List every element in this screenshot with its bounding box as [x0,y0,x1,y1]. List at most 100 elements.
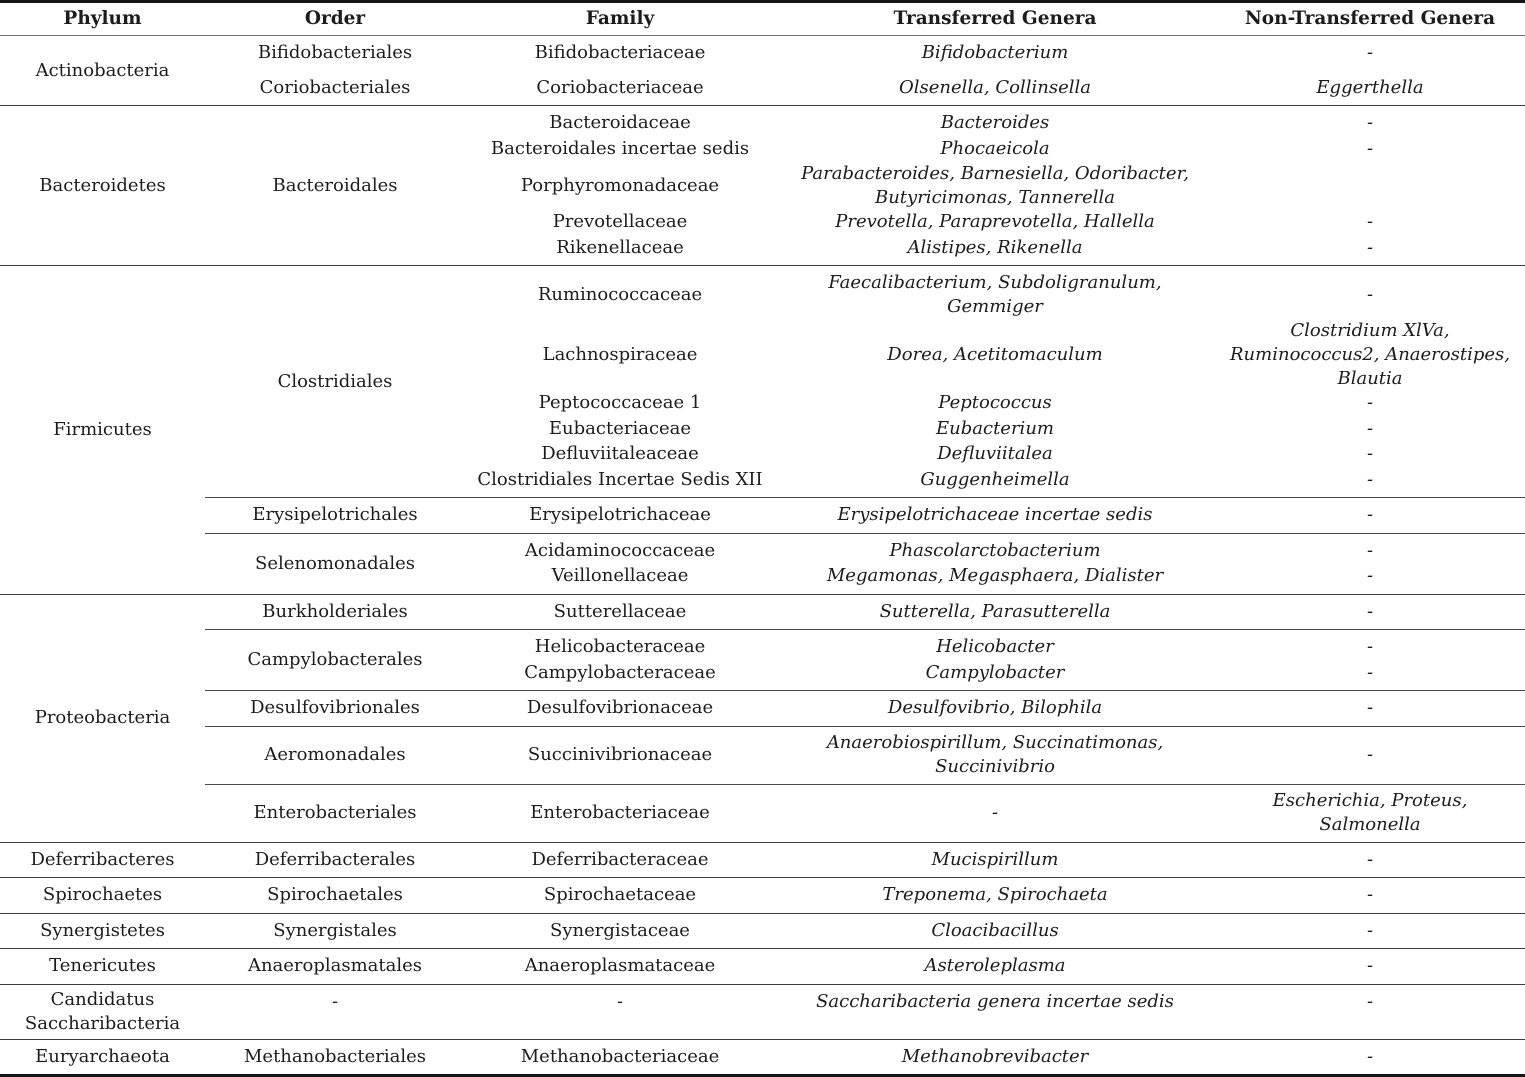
family-rows: Spirochaetaceae Treponema, Spirochaeta - [465,883,1525,909]
phylum-section: Bacteroidetes Bacteroidales Bacteroidaceae… [0,105,1525,265]
family-rows: Anaeroplasmataceae Asteroleplasma - [465,954,1525,980]
family-rows: Succinivibrionaceae Anaerobiospirillum, S… [465,731,1525,779]
table-row: Porphyromonadaceae Parabacteroides, Barne… [465,162,1525,210]
family-name: Helicobacteraceae [534,636,706,658]
phylum-name: Firmicutes [53,418,152,440]
family-name: Succinivibrionaceae [527,744,713,765]
transferred-genera: Mucispirillum [931,848,1059,870]
family-name: Bacteroidales incertae sedis [490,137,750,159]
transferred-genera: Methanobrevibacter [901,1045,1089,1067]
order-group: - - Saccharibacteria genera incertae sedis… [205,985,1525,1020]
table-row: Anaeroplasmataceae Asteroleplasma - [465,954,1525,980]
table-row: Clostridiales Incertae Sedis XII Guggenhe… [465,467,1525,493]
non-transferred-genera: - [1366,236,1374,258]
order-group: Erysipelotrichales Erysipelotrichaceae Ery… [205,497,1525,533]
family-rows: Erysipelotrichaceae Erysipelotrichaceae i… [465,503,1525,529]
transferred-genera: Sutterella, Parasutterella [879,600,1111,622]
phylum-section: Tenericutes Anaeroplasmatales Anaeroplasma… [0,948,1525,984]
transferred-genera: Erysipelotrichaceae incertae sedis [837,504,1153,526]
phylum-name: Deferribacteres [30,848,175,870]
phylum-section: Firmicutes Clostridiales Ruminococcaceae Fa… [0,265,1525,594]
order-name: Clostridiales [277,370,393,392]
non-transferred-genera: - [1366,884,1374,906]
transferred-genera: Parabacteroides, Barnesiella, Odoribacte… [801,162,1189,208]
family-name: Ruminococcaceae [537,283,703,305]
family-rows: Enterobacteriaceae - Escherichia, Proteus,… [465,789,1525,837]
family-name: Campylobacteraceae [524,661,716,683]
order-group: Anaeroplasmatales Anaeroplasmataceae Aster… [205,949,1525,984]
transferred-genera: Peptococcus [938,392,1052,414]
phylum-section: Actinobacteria Bifidobacteriales Bifidobac… [0,36,1525,105]
family-name: Spirochaetaceae [543,884,697,906]
non-transferred-genera: - [1366,600,1374,622]
table-row: Synergistaceae Cloacibacillus - [465,918,1525,944]
order-name: Spirochaetales [267,884,403,906]
non-transferred-genera: - [1366,955,1374,977]
table-row: - Saccharibacteria genera incertae sedis - [465,989,1525,1015]
order-name: Enterobacteriales [253,802,417,823]
transferred-genera: Asteroleplasma [924,955,1066,977]
table-row: Bifidobacteriaceae Bifidobacterium - [465,41,1525,67]
non-transferred-genera: - [1366,417,1374,439]
family-name: Anaeroplasmataceae [524,955,716,977]
non-transferred-genera: - [1366,392,1374,414]
table-row: Rikenellaceae Alistipes, Rikenella - [465,235,1525,261]
non-transferred-genera: - [1366,636,1374,658]
order-name: Selenomonadales [255,552,415,574]
transferred-genera: Bifidobacterium [921,42,1069,64]
phylum-name: Synergistetes [40,919,165,941]
non-transferred-genera: - [1366,504,1374,526]
table-row: Acidaminococcaceae Phascolarctobacterium - [465,538,1525,564]
non-transferred-genera: - [1366,661,1374,683]
order-name: Deferribacterales [254,848,416,870]
phylum-section-body: Synergistales Synergistaceae Cloacibacillu… [205,914,1525,949]
phylum-section-body: Burkholderiales Sutterellaceae Sutterella,… [205,595,1525,842]
family-name: Acidaminococcaceae [524,539,716,561]
order-name: Coriobacteriales [259,76,411,98]
transferred-genera: Anaerobiospirillum, Succinatimonas, Succ… [826,732,1164,777]
family-name: Desulfovibrionaceae [526,697,714,719]
order-name: Anaeroplasmatales [247,955,423,977]
family-name: Synergistaceae [550,919,690,941]
family-name: Clostridiales Incertae Sedis XII [477,468,763,490]
phylum-section-body: - - Saccharibacteria genera incertae sedis… [205,985,1525,1039]
phylum-section: Deferribacteres Deferribacterales Deferrib… [0,841,1525,878]
phylum-name: Candidatus Saccharibacteria [24,988,181,1034]
order-group: Aeromonadales Succinivibrionaceae Anaerobi… [205,725,1525,784]
order-group: Enterobacteriales Enterobacteriaceae - Esch… [205,783,1525,842]
non-transferred-genera: - [1366,211,1374,233]
table-row: Peptococcaceae 1 Peptococcus - [465,391,1525,417]
family-name: Lachnospiraceae [542,343,698,365]
table-row: Ruminococcaceae Faecalibacterium, Subdoli… [465,271,1525,319]
family-name: Methanobacteriaceae [520,1045,720,1067]
family-rows: Acidaminococcaceae Phascolarctobacterium -… [465,538,1525,589]
phylum-name: Euryarchaeota [35,1045,170,1067]
non-transferred-genera: - [1366,565,1374,587]
family-name: Bifidobacteriaceae [534,42,706,64]
family-name: Peptococcaceae 1 [538,392,702,414]
phylum-section-body: Spirochaetales Spirochaetaceae Treponema, … [205,878,1525,913]
non-transferred-genera: Clostridium XlVa, Ruminococcus2, Anaeros… [1230,319,1510,389]
transferred-genera: Helicobacter [936,636,1054,658]
non-transferred-genera: - [1366,697,1374,719]
table-row: Deferribacteraceae Mucispirillum - [465,847,1525,873]
family-name: Eubacteriaceae [548,417,692,439]
phylum-name: Actinobacteria [35,59,170,81]
table-header-row: Phylum Order Family Transferred Genera N… [0,3,1525,36]
family-rows: Coriobacteriaceae Olsenella, Collinsella E… [465,75,1525,101]
table-row: Bacteroidaceae Bacteroides - [465,111,1525,137]
family-name: Defluviitaleaceae [541,443,699,465]
order-group: Burkholderiales Sutterellaceae Sutterella,… [205,595,1525,630]
transferred-genera: Phascolarctobacterium [889,539,1101,561]
table-row: Spirochaetaceae Treponema, Spirochaeta - [465,883,1525,909]
order-name: - [331,990,339,1012]
transferred-genera: Defluviitalea [937,443,1053,465]
table-row: Eubacteriaceae Eubacterium - [465,416,1525,442]
family-rows: Ruminococcaceae Faecalibacterium, Subdoli… [465,271,1525,493]
table-row: Prevotellaceae Prevotella, Paraprevotella… [465,210,1525,236]
family-rows: Bacteroidaceae Bacteroides - Bacteroidales … [465,111,1525,261]
transferred-genera: Megamonas, Megasphaera, Dialister [826,565,1164,587]
family-rows: Sutterellaceae Sutterella, Parasutterella… [465,599,1525,625]
transferred-genera: Saccharibacteria genera incertae sedis [816,990,1174,1012]
